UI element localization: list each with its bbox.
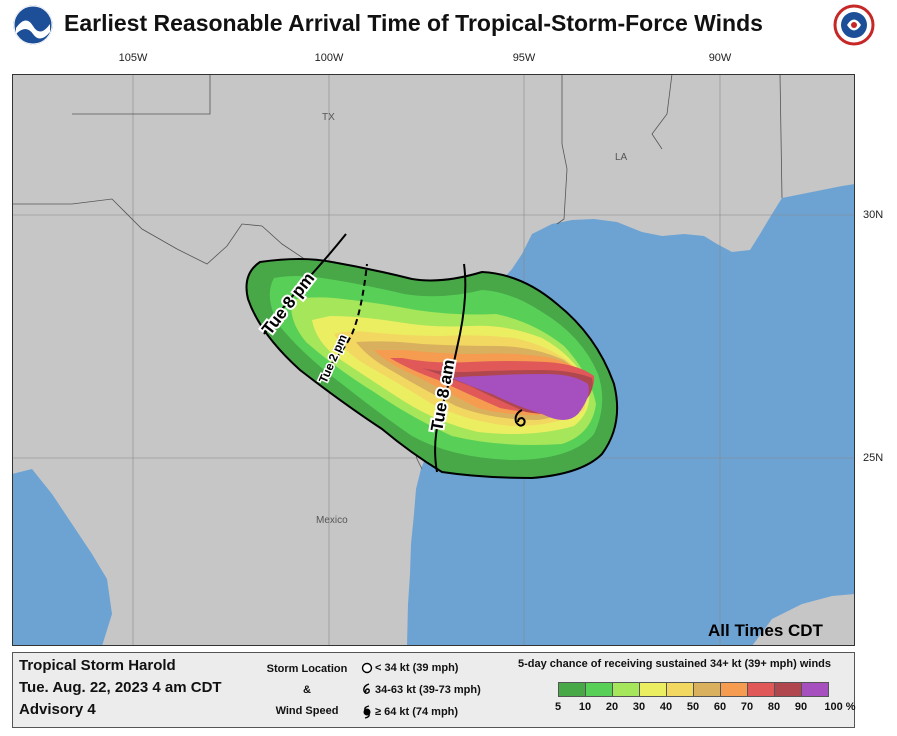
probability-scale-label-4: 40 — [659, 701, 673, 713]
probability-swatch-1 — [586, 683, 613, 696]
storm-name: Tropical Storm Harold — [19, 657, 176, 674]
probability-scale-label-5: 50 — [686, 701, 700, 713]
probability-scale-label-10: 100 % — [824, 701, 856, 713]
storm-advisory: Advisory 4 — [19, 701, 96, 718]
probability-legend-title: 5-day chance of receiving sustained 34+ … — [518, 658, 831, 670]
tropical-storm-icon — [363, 683, 370, 694]
lon-label-105w: 105W — [118, 52, 148, 64]
sl-entry-hurricane-label: ≥ 64 kt (74 mph) — [375, 706, 459, 718]
lat-label-30n: 30N — [863, 209, 884, 221]
place-label-tx: TX — [322, 112, 335, 123]
lon-label-90w: 90W — [708, 52, 732, 64]
noaa-logo — [13, 5, 53, 45]
probability-scale-label-3: 30 — [632, 701, 646, 713]
probability-scale-label-9: 90 — [794, 701, 808, 713]
arrival-contours — [263, 233, 467, 473]
probability-swath — [245, 258, 619, 480]
probability-scale-label-8: 80 — [767, 701, 781, 713]
contour-tue-8pm — [263, 233, 347, 335]
probability-swatch-5 — [694, 683, 721, 696]
map-canvas: Tue 8 pm Tue 2 pm Tue 8 am TX LA Mexico — [12, 74, 855, 646]
nws-logo — [833, 4, 875, 46]
lon-label-100w: 100W — [314, 52, 344, 64]
probability-swatch-9 — [802, 683, 828, 696]
lat-label-25n: 25N — [863, 452, 884, 464]
probability-scale-labels: 5 10 20 30 40 50 60 70 80 90 100 % — [543, 701, 863, 717]
probability-scale-label-1: 10 — [578, 701, 592, 713]
storm-location-entries: < 34 kt (39 mph) 34-63 kt (39-73 mph) ≥ … — [361, 657, 481, 723]
sl-entry-ts-label: 34-63 kt (39-73 mph) — [375, 684, 481, 696]
sl-header-line2: & — [303, 684, 311, 696]
all-times-note: All Times CDT — [708, 621, 823, 640]
probability-scale-label-2: 20 — [605, 701, 619, 713]
probability-scale-label-7: 70 — [740, 701, 754, 713]
probability-swatch-0 — [559, 683, 586, 696]
storm-datetime: Tue. Aug. 22, 2023 4 am CDT — [19, 679, 222, 696]
place-label-mexico: Mexico — [316, 515, 348, 526]
storm-location-header: Storm Location & Wind Speed — [261, 659, 353, 722]
probability-scale-label-6: 60 — [713, 701, 727, 713]
place-label-la: LA — [615, 152, 628, 163]
tropical-storm-icon — [514, 409, 526, 427]
sl-entry-weak: < 34 kt (39 mph) — [361, 657, 481, 679]
gulf-of-california — [12, 469, 112, 646]
lon-label-95w: 95W — [512, 52, 536, 64]
sl-entry-hurricane: ≥ 64 kt (74 mph) — [361, 701, 481, 723]
legend-panel: Tropical Storm Harold Tue. Aug. 22, 2023… — [12, 652, 856, 728]
hurricane-icon — [363, 705, 371, 719]
circle-icon — [361, 662, 373, 674]
probability-scale-label-0: 5 — [554, 701, 562, 713]
sl-entry-weak-label: < 34 kt (39 mph) — [375, 662, 459, 674]
contour-tue-2pm — [321, 263, 368, 375]
probability-color-scale — [558, 682, 829, 697]
storm-info: Tropical Storm Harold Tue. Aug. 22, 2023… — [19, 655, 222, 721]
yucatan-land — [752, 594, 855, 646]
sl-header-line3: Wind Speed — [275, 705, 339, 717]
probability-swatch-2 — [613, 683, 640, 696]
sl-entry-ts: 34-63 kt (39-73 mph) — [361, 679, 481, 701]
map-title: Earliest Reasonable Arrival Time of Trop… — [64, 10, 763, 36]
probability-swatch-6 — [721, 683, 748, 696]
contour-tue-8am — [434, 263, 467, 473]
sl-header-line1: Storm Location — [266, 663, 348, 675]
probability-swatch-3 — [640, 683, 667, 696]
probability-swatch-4 — [667, 683, 694, 696]
probability-swatch-8 — [775, 683, 802, 696]
probability-swatch-7 — [748, 683, 775, 696]
